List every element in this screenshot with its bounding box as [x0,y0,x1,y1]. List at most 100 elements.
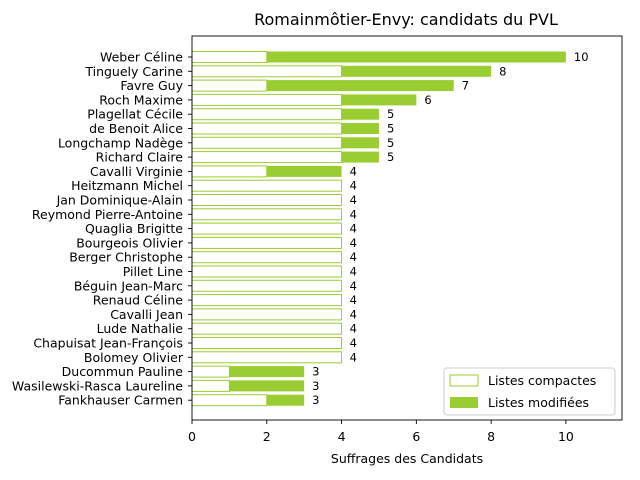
bar-compact [191,136,343,149]
y-tick-label: Cavalli Jean [110,307,183,322]
data-label: 10 [574,50,589,64]
data-label: 4 [350,236,357,250]
bar-compact [191,194,343,206]
y-tick-label: Roch Maxime [99,92,183,107]
y-tick-label: Bolomey Olivier [84,350,184,365]
bars-layer [191,51,566,407]
data-label: 4 [350,279,357,293]
bar-modified [266,394,305,406]
data-label: 4 [350,250,357,264]
bar-compact [191,236,343,249]
x-tick-label: 2 [263,429,271,444]
data-label: 4 [350,164,357,178]
plot-frame [191,35,623,421]
data-label: 3 [312,379,319,393]
data-label: 8 [499,64,506,78]
y-tick-label: Ducommun Pauline [62,364,184,379]
bar-modified [341,94,417,106]
bar-modified [266,51,566,63]
legend-swatch-compact [449,374,479,387]
data-label: 7 [462,79,469,93]
y-tick-label: Heitzmann Michel [71,178,183,193]
bar-modified [341,151,379,163]
bar-compact [191,308,343,321]
bar-modified [341,123,379,134]
x-axis: 0 2 4 6 8 10 [188,420,574,444]
y-tick-label: Longchamp Nadège [58,135,183,150]
bar-compact [191,379,230,392]
bar-modified [266,165,342,177]
x-tick-label: 6 [412,429,420,444]
x-tick-label: 0 [188,429,196,444]
x-tick-label: 4 [338,429,346,444]
legend-box [443,367,616,416]
bar-compact [191,222,343,235]
bar-compact [191,251,343,264]
x-tick-label: 8 [487,429,495,444]
data-label: 4 [350,265,357,279]
legend-swatch-modified [450,397,478,408]
y-tick-label: Richard Claire [96,150,184,165]
bar-compact [191,51,268,63]
y-tick-label: Wasilewski-Rasca Laureline [12,378,183,393]
y-tick-label: Plagellat Cécile [87,107,183,122]
y-tick-label: Favre Guy [120,78,183,93]
y-tick-label: de Benoit Alice [89,121,183,136]
bar-compact [191,208,343,221]
y-tick-label: Béguin Jean-Marc [74,278,183,293]
legend: Listes compactes Listes modifiées [443,367,616,416]
bar-compact [191,294,343,307]
bar-modified [341,65,492,77]
bar-modified [229,366,305,378]
bar-compact [191,79,268,92]
bar-compact [191,65,343,78]
data-label: 4 [350,336,357,350]
data-label: 4 [350,207,357,221]
bar-compact [191,179,343,192]
y-tick-label: Weber Céline [100,50,183,65]
data-label: 4 [350,307,357,321]
bar-compact [191,122,343,135]
bar-compact [191,265,343,278]
y-tick-label: Chapuisat Jean-François [33,336,183,351]
legend-label-modified: Listes modifiées [488,395,589,410]
bar-compact [191,337,343,349]
bar-modified [266,80,454,92]
x-tick-label: 10 [558,429,574,444]
bar-compact [191,165,268,178]
bar-compact [191,394,268,407]
data-label: 4 [350,179,357,193]
data-label: 6 [424,93,431,107]
y-tick-label: Jan Dominique-Alain [56,193,183,208]
bar-modified [341,137,379,149]
bar-compact [191,365,230,378]
y-tick-label: Bourgeois Olivier [76,235,184,250]
y-tick-label: Pillet Line [123,264,184,279]
bar-compact [191,151,343,164]
data-label: 5 [387,122,394,136]
labels-layer: Weber Céline 10 Tinguely Carine 8 Favre Guy 7… [12,50,589,408]
bar-modified [229,380,305,392]
bar-compact [191,351,343,364]
y-tick-label: Lude Nathalie [97,321,184,336]
data-label: 3 [312,365,319,379]
data-label: 4 [350,350,357,364]
y-tick-label: Renaud Céline [93,293,184,308]
data-label: 5 [387,136,394,150]
data-label: 4 [350,222,357,236]
data-label: 4 [350,322,357,336]
y-tick-label: Quaglia Brigitte [85,221,183,236]
y-tick-label: Reymond Pierre-Antoine [32,207,183,222]
data-label: 4 [350,293,357,307]
data-label: 5 [387,150,394,164]
y-tick-label: Fankhauser Carmen [58,393,183,408]
bar-modified [341,108,379,120]
x-axis-label: Suffrages des Candidats [331,451,483,466]
chart-title: Romainmôtier-Envy: candidats du PVL [254,10,558,29]
y-tick-label: Cavalli Virginie [90,164,183,179]
y-tick-label: Berger Christophe [69,250,183,265]
data-label: 4 [350,193,357,207]
bar-compact [191,322,343,335]
data-label: 3 [312,393,319,407]
